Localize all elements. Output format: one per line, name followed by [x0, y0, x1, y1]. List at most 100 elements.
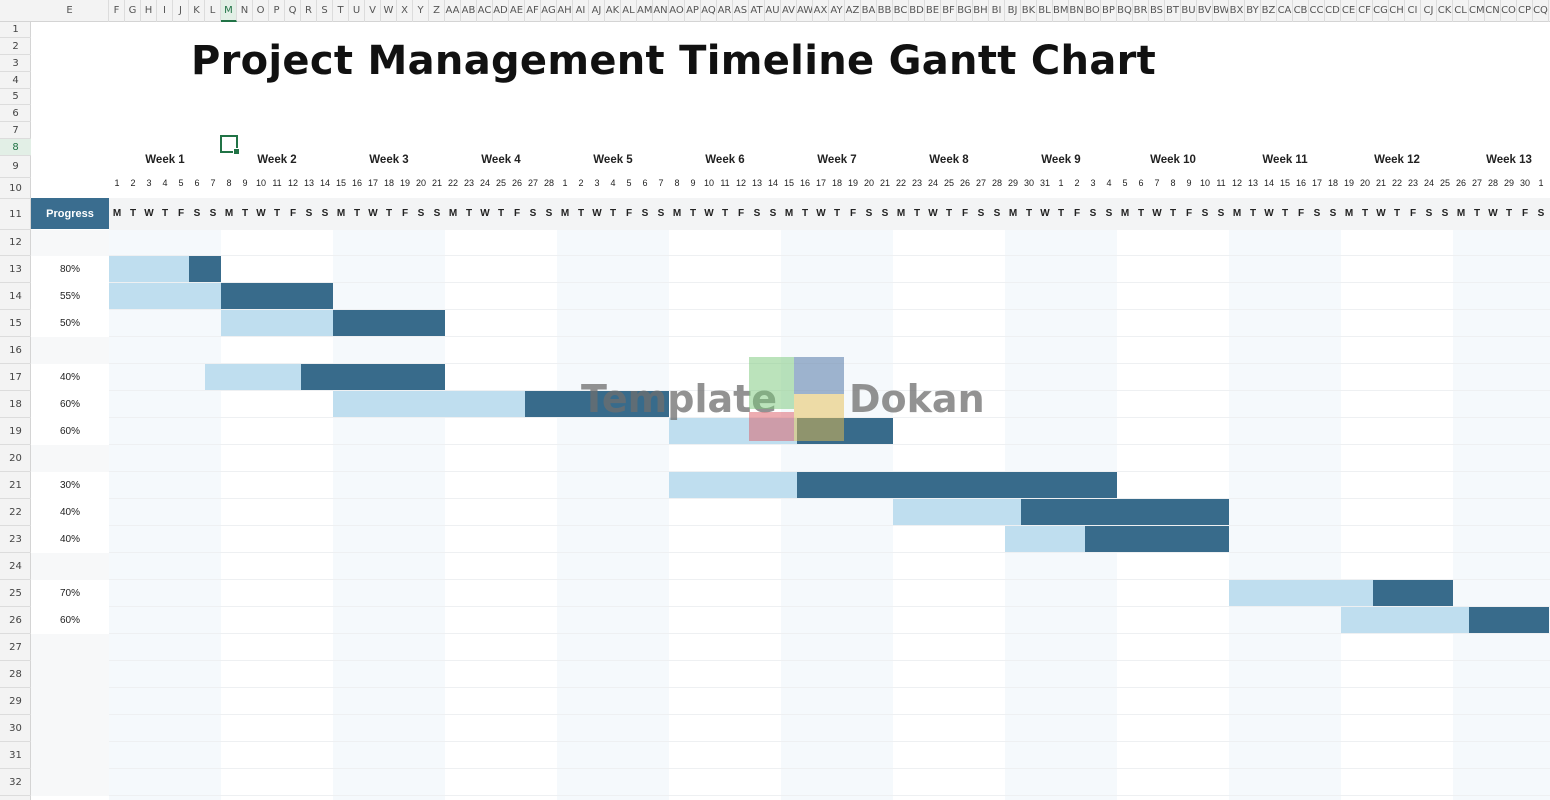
- column-header-bm[interactable]: BM: [1053, 0, 1069, 22]
- column-header-bb[interactable]: BB: [877, 0, 893, 22]
- column-header-aj[interactable]: AJ: [589, 0, 605, 22]
- column-header-bx[interactable]: BX: [1229, 0, 1245, 22]
- column-header-q[interactable]: Q: [285, 0, 301, 22]
- column-header-ah[interactable]: AH: [557, 0, 573, 22]
- row-header-32[interactable]: 32: [0, 769, 31, 796]
- column-header-e[interactable]: E: [31, 0, 109, 22]
- row-header-6[interactable]: 6: [0, 105, 31, 122]
- row-header-10[interactable]: 10: [0, 178, 31, 199]
- column-header-ae[interactable]: AE: [509, 0, 525, 22]
- gantt-bar[interactable]: [109, 283, 333, 309]
- column-header-ao[interactable]: AO: [669, 0, 685, 22]
- row-header-29[interactable]: 29: [0, 688, 31, 715]
- column-header-bw[interactable]: BW: [1213, 0, 1229, 22]
- column-header-bq[interactable]: BQ: [1117, 0, 1133, 22]
- column-header-z[interactable]: Z: [429, 0, 445, 22]
- row-header-1[interactable]: 1: [0, 22, 31, 38]
- row-header-20[interactable]: 20: [0, 445, 31, 472]
- column-header-ak[interactable]: AK: [605, 0, 621, 22]
- column-header-bh[interactable]: BH: [973, 0, 989, 22]
- column-header-ca[interactable]: CA: [1277, 0, 1293, 22]
- column-header-au[interactable]: AU: [765, 0, 781, 22]
- column-header-ay[interactable]: AY: [829, 0, 845, 22]
- gantt-bar[interactable]: [669, 472, 1117, 498]
- row-header-28[interactable]: 28: [0, 661, 31, 688]
- row-header-27[interactable]: 27: [0, 634, 31, 661]
- column-header-bo[interactable]: BO: [1085, 0, 1101, 22]
- column-header-as[interactable]: AS: [733, 0, 749, 22]
- column-header-s[interactable]: S: [317, 0, 333, 22]
- column-header-al[interactable]: AL: [621, 0, 637, 22]
- gantt-bar[interactable]: [221, 310, 445, 336]
- column-header-ad[interactable]: AD: [493, 0, 509, 22]
- row-header-21[interactable]: 21: [0, 472, 31, 499]
- row-header-5[interactable]: 5: [0, 89, 31, 105]
- column-header-bn[interactable]: BN: [1069, 0, 1085, 22]
- row-header-17[interactable]: 17: [0, 364, 31, 391]
- column-header-aa[interactable]: AA: [445, 0, 461, 22]
- column-header-bs[interactable]: BS: [1149, 0, 1165, 22]
- row-header-11[interactable]: 11: [0, 199, 31, 230]
- column-header-az[interactable]: AZ: [845, 0, 861, 22]
- column-header-bu[interactable]: BU: [1181, 0, 1197, 22]
- column-header-g[interactable]: G: [125, 0, 141, 22]
- column-header-aq[interactable]: AQ: [701, 0, 717, 22]
- column-header-ar[interactable]: AR: [717, 0, 733, 22]
- row-header-30[interactable]: 30: [0, 715, 31, 742]
- column-header-n[interactable]: N: [237, 0, 253, 22]
- column-header-bj[interactable]: BJ: [1005, 0, 1021, 22]
- gantt-bar[interactable]: [333, 391, 669, 417]
- column-header-ax[interactable]: AX: [813, 0, 829, 22]
- column-header-cd[interactable]: CD: [1325, 0, 1341, 22]
- column-header-bg[interactable]: BG: [957, 0, 973, 22]
- gantt-bar[interactable]: [893, 499, 1229, 525]
- column-header-ba[interactable]: BA: [861, 0, 877, 22]
- gantt-bar[interactable]: [205, 364, 445, 390]
- column-header-cn[interactable]: CN: [1485, 0, 1501, 22]
- gantt-bar[interactable]: [1229, 580, 1453, 606]
- row-header-7[interactable]: 7: [0, 122, 31, 139]
- column-header-bz[interactable]: BZ: [1261, 0, 1277, 22]
- row-header-26[interactable]: 26: [0, 607, 31, 634]
- column-header-ap[interactable]: AP: [685, 0, 701, 22]
- column-header-bk[interactable]: BK: [1021, 0, 1037, 22]
- column-header-cj[interactable]: CJ: [1421, 0, 1437, 22]
- column-header-bd[interactable]: BD: [909, 0, 925, 22]
- row-header-2[interactable]: 2: [0, 38, 31, 55]
- column-header-ai[interactable]: AI: [573, 0, 589, 22]
- column-header-ci[interactable]: CI: [1405, 0, 1421, 22]
- column-header-co[interactable]: CO: [1501, 0, 1517, 22]
- row-header-13[interactable]: 13: [0, 256, 31, 283]
- column-header-f[interactable]: F: [109, 0, 125, 22]
- column-header-bc[interactable]: BC: [893, 0, 909, 22]
- gantt-bar[interactable]: [109, 256, 221, 282]
- row-header-31[interactable]: 31: [0, 742, 31, 769]
- row-header-8[interactable]: 8: [0, 139, 31, 156]
- row-header-22[interactable]: 22: [0, 499, 31, 526]
- column-header-av[interactable]: AV: [781, 0, 797, 22]
- column-header-cq[interactable]: CQ: [1533, 0, 1549, 22]
- row-header-25[interactable]: 25: [0, 580, 31, 607]
- column-header-y[interactable]: Y: [413, 0, 429, 22]
- column-header-cc[interactable]: CC: [1309, 0, 1325, 22]
- column-header-o[interactable]: O: [253, 0, 269, 22]
- row-header-16[interactable]: 16: [0, 337, 31, 364]
- column-header-cg[interactable]: CG: [1373, 0, 1389, 22]
- column-header-ch[interactable]: CH: [1389, 0, 1405, 22]
- gantt-bar[interactable]: [1005, 526, 1229, 552]
- column-header-bt[interactable]: BT: [1165, 0, 1181, 22]
- column-header-bp[interactable]: BP: [1101, 0, 1117, 22]
- column-header-ab[interactable]: AB: [461, 0, 477, 22]
- column-header-u[interactable]: U: [349, 0, 365, 22]
- column-header-bv[interactable]: BV: [1197, 0, 1213, 22]
- column-header-cm[interactable]: CM: [1469, 0, 1485, 22]
- row-header-18[interactable]: 18: [0, 391, 31, 418]
- column-header-ac[interactable]: AC: [477, 0, 493, 22]
- column-header-j[interactable]: J: [173, 0, 189, 22]
- row-header-19[interactable]: 19: [0, 418, 31, 445]
- column-header-am[interactable]: AM: [637, 0, 653, 22]
- column-header-br[interactable]: BR: [1133, 0, 1149, 22]
- column-header-cf[interactable]: CF: [1357, 0, 1373, 22]
- worksheet-grid[interactable]: Project Management Timeline Gantt Chart …: [31, 22, 1550, 800]
- progress-header-cell[interactable]: Progress: [31, 198, 109, 229]
